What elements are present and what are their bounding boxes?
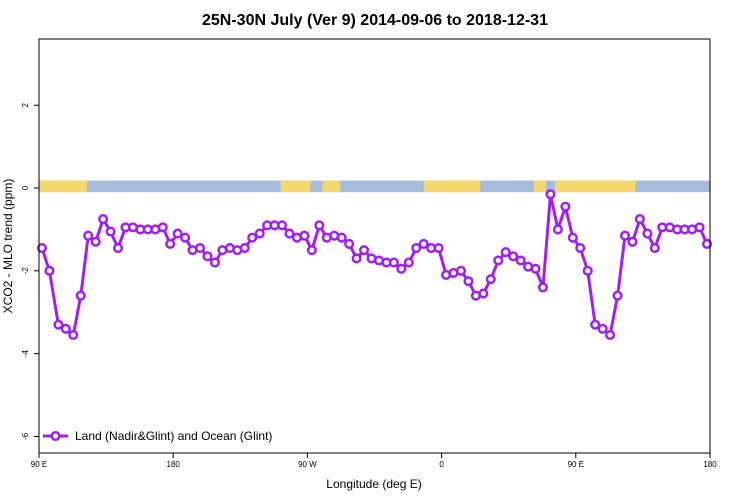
plot-frame	[38, 38, 711, 454]
data-point	[508, 251, 519, 262]
series-layer	[36, 189, 713, 341]
data-point	[75, 290, 86, 301]
data-point	[537, 282, 549, 293]
data-point	[105, 226, 116, 237]
data-point	[627, 236, 638, 247]
data-point	[284, 228, 295, 239]
data-point	[694, 222, 705, 233]
data-point	[351, 253, 362, 264]
data-point	[701, 238, 713, 249]
data-point	[165, 238, 176, 249]
data-point	[388, 257, 399, 268]
data-point	[552, 224, 563, 235]
y-tick-label: -6	[21, 432, 30, 440]
data-point	[567, 232, 578, 243]
x-axis: 90 E 180 90 W 0 90 E 180	[31, 453, 717, 469]
ocean-band	[39, 180, 710, 193]
data-point	[239, 243, 250, 254]
land-band-segment	[322, 180, 341, 193]
data-point	[411, 243, 422, 254]
data-point	[60, 323, 71, 334]
x-tick-label: 0	[439, 460, 444, 469]
land-band-segment	[554, 180, 636, 193]
land-band-segment	[534, 180, 546, 193]
x-axis-label: Longitude (deg E)	[326, 477, 421, 491]
y-tick-label: 2	[21, 102, 30, 107]
data-point	[575, 243, 586, 254]
data-point	[619, 230, 631, 241]
surface-band	[39, 180, 710, 193]
data-point	[344, 238, 355, 249]
data-point	[605, 329, 616, 341]
y-tick-label: -2	[21, 267, 30, 275]
data-point	[642, 228, 653, 239]
data-point	[202, 251, 213, 262]
x-tick-label: 180	[703, 460, 717, 469]
data-point	[396, 263, 407, 274]
data-point	[515, 255, 526, 266]
x-tick-label: 90 W	[298, 460, 317, 469]
data-point	[68, 329, 79, 341]
data-point	[359, 245, 370, 256]
data-point	[403, 257, 414, 268]
data-point	[157, 222, 168, 233]
land-band-segment	[39, 180, 87, 193]
x-tick-label: 90 E	[568, 460, 584, 469]
chart-title: 25N-30N July (Ver 9) 2014-09-06 to 2018-…	[202, 12, 548, 29]
data-point	[277, 220, 288, 231]
data-point	[112, 243, 124, 254]
data-point	[649, 243, 660, 254]
data-point	[612, 290, 623, 301]
data-point	[597, 323, 608, 334]
data-point	[455, 265, 467, 276]
y-tick-label: 0	[21, 185, 30, 190]
data-point	[590, 319, 601, 330]
data-point	[247, 232, 258, 243]
data-point	[53, 319, 64, 330]
data-point	[44, 265, 55, 276]
data-point	[254, 228, 265, 239]
data-point	[582, 265, 593, 276]
legend: Land (Nadir&Glint) and Ocean (Glint)	[43, 429, 272, 443]
land-band-segment	[423, 180, 481, 193]
data-point	[418, 238, 429, 249]
legend-label: Land (Nadir&Glint) and Ocean (Glint)	[75, 429, 272, 443]
y-axis: 2 0 -2 -4 -6	[21, 102, 39, 440]
data-point	[545, 189, 556, 200]
land-band-segment	[280, 180, 311, 193]
data-point	[194, 243, 206, 254]
y-axis-label: XCO2 - MLO trend (ppm)	[1, 179, 15, 314]
data-point	[306, 245, 317, 256]
data-point	[336, 232, 347, 243]
data-point	[180, 232, 191, 243]
y-tick-label: -4	[21, 350, 30, 358]
legend-marker-swatch	[50, 430, 61, 442]
data-point	[634, 214, 645, 225]
data-point	[500, 247, 511, 258]
data-point	[90, 236, 101, 247]
data-point	[314, 220, 325, 231]
data-point	[493, 255, 504, 266]
data-point	[36, 243, 48, 254]
data-point	[560, 201, 571, 212]
data-point	[463, 276, 474, 287]
x-tick-label: 90 E	[31, 460, 47, 469]
data-point	[209, 257, 221, 268]
series-line	[40, 192, 709, 337]
data-point	[98, 214, 109, 225]
data-point	[299, 230, 310, 241]
data-point	[478, 288, 489, 299]
data-point	[433, 243, 444, 254]
data-point	[485, 274, 496, 285]
x-tick-label: 180	[167, 460, 181, 469]
data-point	[530, 263, 541, 274]
data-point	[83, 230, 94, 241]
data-point	[172, 228, 183, 239]
